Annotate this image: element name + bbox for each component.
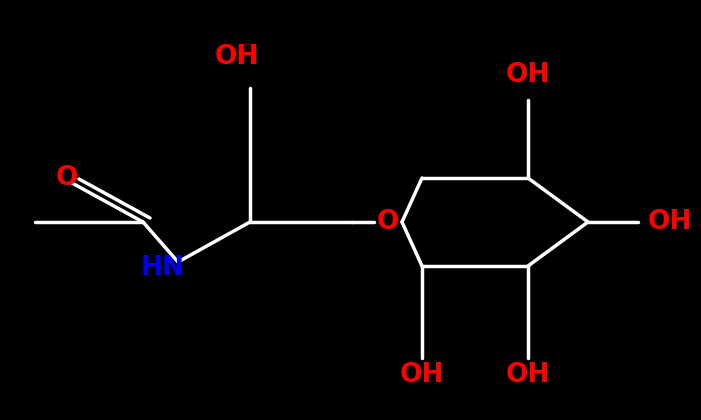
- Text: OH: OH: [648, 209, 693, 235]
- Text: OH: OH: [505, 62, 550, 88]
- Text: OH: OH: [505, 362, 550, 388]
- Text: OH: OH: [215, 44, 259, 70]
- Text: OH: OH: [400, 362, 444, 388]
- Text: O: O: [56, 165, 79, 191]
- Text: HN: HN: [141, 255, 185, 281]
- Text: O: O: [376, 209, 400, 235]
